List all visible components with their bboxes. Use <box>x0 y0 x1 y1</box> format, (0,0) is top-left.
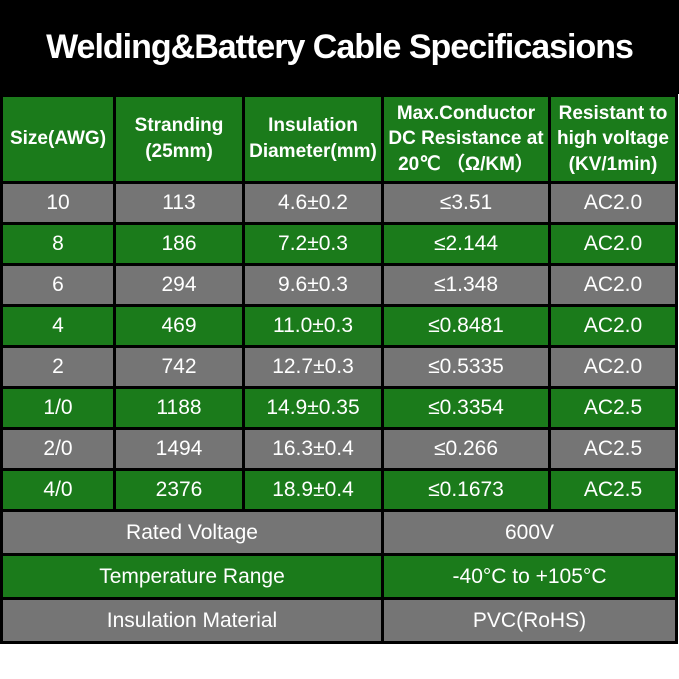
footer-value: -40°C to +105°C <box>381 553 678 600</box>
table-row-awg-10: 10 113 4.6±0.2 ≤3.51 AC2.0 <box>0 181 678 225</box>
table-cell: 7.2±0.3 <box>242 222 384 266</box>
table-cell: ≤0.8481 <box>381 304 551 348</box>
col-header-high-voltage: Resistant to high voltage (KV/1min) <box>548 94 678 184</box>
table-cell: ≤0.266 <box>381 427 551 471</box>
table-cell: ≤2.144 <box>381 222 551 266</box>
table-cell: AC2.5 <box>548 386 678 430</box>
table-cell: AC2.0 <box>548 345 678 389</box>
table-cell: 294 <box>113 263 245 307</box>
header-row: Size(AWG) Stranding (25mm) Insulation Di… <box>0 94 678 184</box>
footer-label: Insulation Material <box>0 597 384 644</box>
table-cell: ≤0.5335 <box>381 345 551 389</box>
table-row-awg-1-0: 1/0 1188 14.9±0.35 ≤0.3354 AC2.5 <box>0 386 678 430</box>
table-row-awg-8: 8 186 7.2±0.3 ≤2.144 AC2.0 <box>0 222 678 266</box>
table-cell: AC2.0 <box>548 222 678 266</box>
footer-row-insulation-material: Insulation Material PVC(RoHS) <box>0 597 678 644</box>
footer-row-temperature-range: Temperature Range -40°C to +105°C <box>0 553 678 600</box>
col-header-size-awg: Size(AWG) <box>0 94 116 184</box>
table-row-awg-4: 4 469 11.0±0.3 ≤0.8481 AC2.0 <box>0 304 678 348</box>
table-row-awg-6: 6 294 9.6±0.3 ≤1.348 AC2.0 <box>0 263 678 307</box>
table-cell: ≤3.51 <box>381 181 551 225</box>
table-row-awg-2-0: 2/0 1494 16.3±0.4 ≤0.266 AC2.5 <box>0 427 678 471</box>
table-cell: 2/0 <box>0 427 116 471</box>
table-cell: 14.9±0.35 <box>242 386 384 430</box>
table-cell: ≤0.3354 <box>381 386 551 430</box>
table-cell: 9.6±0.3 <box>242 263 384 307</box>
title-band: Welding&Battery Cable Specificasions <box>0 0 679 94</box>
table-cell: AC2.0 <box>548 304 678 348</box>
table-cell: 11.0±0.3 <box>242 304 384 348</box>
table-cell: 1/0 <box>0 386 116 430</box>
footer-label: Temperature Range <box>0 553 384 600</box>
page-title: Welding&Battery Cable Specificasions <box>46 27 634 66</box>
spec-table: Size(AWG) Stranding (25mm) Insulation Di… <box>0 94 678 644</box>
footer-row-rated-voltage: Rated Voltage 600V <box>0 509 678 556</box>
table-cell: 469 <box>113 304 245 348</box>
table-cell: 113 <box>113 181 245 225</box>
col-header-dc-resistance: Max.Conductor DC Resistance at 20℃ （Ω/KM… <box>381 94 551 184</box>
footer-value: PVC(RoHS) <box>381 597 678 644</box>
table-cell: 12.7±0.3 <box>242 345 384 389</box>
table-cell: 186 <box>113 222 245 266</box>
table-cell: 1494 <box>113 427 245 471</box>
col-header-stranding: Stranding (25mm) <box>113 94 245 184</box>
table-cell: 4 <box>0 304 116 348</box>
table-cell: 6 <box>0 263 116 307</box>
table-cell: ≤0.1673 <box>381 468 551 512</box>
table-cell: ≤1.348 <box>381 263 551 307</box>
table-row-awg-4-0: 4/0 2376 18.9±0.4 ≤0.1673 AC2.5 <box>0 468 678 512</box>
table-cell: AC2.5 <box>548 427 678 471</box>
footer-value: 600V <box>381 509 678 556</box>
table-cell: 1188 <box>113 386 245 430</box>
table-cell: 10 <box>0 181 116 225</box>
table-cell: 4/0 <box>0 468 116 512</box>
table-cell: 742 <box>113 345 245 389</box>
table-cell: 2 <box>0 345 116 389</box>
table-cell: AC2.5 <box>548 468 678 512</box>
table-cell: 4.6±0.2 <box>242 181 384 225</box>
table-cell: AC2.0 <box>548 181 678 225</box>
table-row-awg-2: 2 742 12.7±0.3 ≤0.5335 AC2.0 <box>0 345 678 389</box>
table-cell: AC2.0 <box>548 263 678 307</box>
table-cell: 18.9±0.4 <box>242 468 384 512</box>
table-cell: 8 <box>0 222 116 266</box>
table-cell: 2376 <box>113 468 245 512</box>
table-cell: 16.3±0.4 <box>242 427 384 471</box>
footer-label: Rated Voltage <box>0 509 384 556</box>
col-header-insulation-diameter: Insulation Diameter(mm) <box>242 94 384 184</box>
